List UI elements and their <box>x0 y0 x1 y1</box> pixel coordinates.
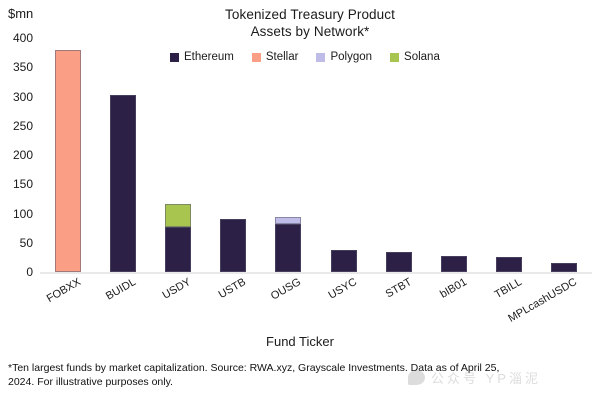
x-axis-tick-text: bIB01 <box>438 276 469 301</box>
x-axis-tick-text: USTB <box>216 276 249 302</box>
bar-USTB[interactable] <box>220 38 247 272</box>
legend-item-polygon[interactable]: Polygon <box>316 51 372 63</box>
bar-segment-polygon <box>275 217 302 225</box>
y-axis-tick-label: 100 <box>12 206 33 221</box>
bar-STBT[interactable] <box>385 38 412 272</box>
bar-bIB01[interactable] <box>441 38 467 272</box>
chart-title: Tokenized Treasury Product Assets by Net… <box>120 6 500 40</box>
chart-legend: Ethereum Stellar Polygon Solana <box>170 51 440 63</box>
legend-swatch-icon <box>170 52 179 62</box>
bar-segment-solana <box>165 203 191 227</box>
bar-segment-ethereum <box>496 256 523 272</box>
bar-segment-ethereum <box>330 249 357 272</box>
bar-segment-ethereum <box>275 224 302 272</box>
x-axis-tick-text: TBILL <box>492 276 525 302</box>
y-axis-tick-label: 400 <box>12 31 33 45</box>
legend-item-ethereum[interactable]: Ethereum <box>170 51 234 63</box>
bar-segment-ethereum <box>385 251 412 272</box>
x-axis-title: Fund Ticker <box>266 334 334 349</box>
bar-USDY[interactable] <box>165 38 191 272</box>
chart-title-line-1: Tokenized Treasury Product <box>225 7 395 22</box>
y-axis-tick-label: 350 <box>12 60 33 75</box>
y-axis-tick-label: 200 <box>12 148 33 162</box>
bar-USYC[interactable] <box>330 38 357 272</box>
x-axis-tick-text: FOBXX <box>44 276 83 306</box>
legend-label: Ethereum <box>184 51 234 63</box>
bar-FOBXX[interactable] <box>54 38 81 272</box>
bar-segment-ethereum <box>165 226 191 272</box>
x-axis-tick-text: OUSG <box>269 276 304 303</box>
legend-item-solana[interactable]: Solana <box>390 51 440 63</box>
x-axis-tick-text: USDY <box>160 276 193 302</box>
footnote-line-2: 2024. For illustrative purposes only. <box>8 376 173 388</box>
bar-MPLcashUSDC[interactable] <box>551 38 578 272</box>
bar-segment-ethereum <box>220 219 247 272</box>
x-axis-tick-text: USYC <box>326 276 359 302</box>
bar-segment-ethereum <box>551 263 578 272</box>
y-axis-unit-label: $mn <box>8 6 34 21</box>
chart-footnote: *Ten largest funds by market capitalizat… <box>8 361 578 389</box>
axis-baseline <box>40 272 592 274</box>
y-axis-tick-label: 0 <box>26 265 33 279</box>
legend-label: Solana <box>404 51 440 63</box>
bar-OUSG[interactable] <box>275 38 302 272</box>
bar-segment-ethereum <box>441 255 467 272</box>
y-axis-tick-label: 50 <box>19 235 33 250</box>
plot-area: 400 350 300 250 200 150 100 50 0 <box>13 31 592 279</box>
bar-TBILL[interactable] <box>496 38 523 272</box>
legend-swatch-icon <box>390 52 400 62</box>
legend-item-stellar[interactable]: Stellar <box>251 51 299 63</box>
legend-label: Polygon <box>330 51 373 63</box>
legend-swatch-icon <box>316 52 326 62</box>
legend-label: Stellar <box>265 51 299 63</box>
bar-segment-ethereum <box>109 94 136 272</box>
bar-segment-stellar <box>54 49 81 272</box>
x-axis-tick-text: STBT <box>383 276 414 301</box>
y-axis-tick-label: 250 <box>12 118 33 133</box>
legend-swatch-icon <box>251 52 261 62</box>
bar-BUIDL[interactable] <box>109 38 136 272</box>
x-axis-tick-text: BUIDL <box>103 276 138 303</box>
chart-title-line-2: Assets by Network* <box>250 24 370 39</box>
y-axis-tick-label: 150 <box>12 177 33 192</box>
y-axis-tick-label: 300 <box>12 89 33 104</box>
footnote-line-1: *Ten largest funds by market capitalizat… <box>8 362 500 374</box>
